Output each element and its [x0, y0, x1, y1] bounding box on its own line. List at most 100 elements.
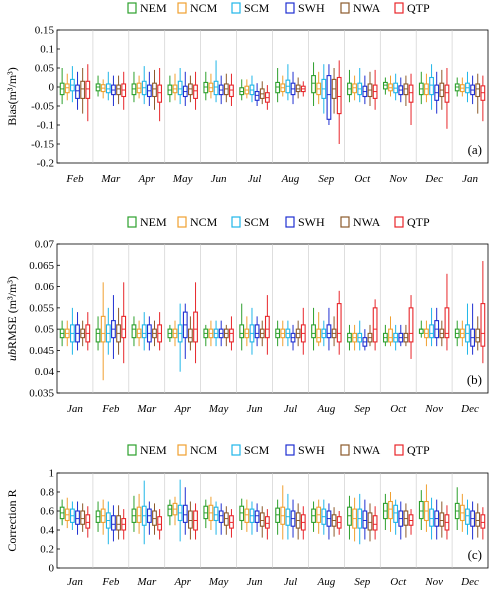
box-qtp-feb [121, 509, 127, 540]
box-nwa-aug [295, 77, 301, 99]
box-qtp-mar [157, 509, 163, 540]
box-scm-mar [105, 71, 111, 101]
month-label: Jul [284, 576, 297, 588]
legend-label-nwa: NWA [353, 443, 381, 457]
box-qtp-may [229, 316, 234, 351]
box-ncm-may [208, 320, 214, 347]
panel-label: (c) [468, 547, 482, 562]
box-swh-may [218, 503, 224, 535]
box-nwa-feb [116, 505, 121, 540]
box-qtp-jul [300, 506, 306, 540]
legend-swatch-qtp [394, 2, 404, 14]
month-label: Jan [67, 403, 83, 415]
box-swh-dec [434, 71, 440, 114]
box-nem-jan [59, 499, 65, 526]
box-scm-sep [357, 320, 363, 351]
panel-b: NEM NCM SCM SWH NWA QTP 0.035 0.04 0.045 0.05 0.05… [5, 215, 489, 415]
box-nwa-aug [331, 316, 337, 347]
y-axis-label: ubRMSE (m³/m³) [5, 276, 19, 361]
box-nwa-oct [367, 71, 373, 106]
month-label: Aug [317, 403, 336, 415]
box-swh-jan [470, 75, 476, 105]
iqr-box [182, 504, 188, 523]
box-ncm-oct [352, 75, 357, 101]
box-qtp-jan [480, 75, 486, 122]
month-label: Dec [424, 173, 443, 185]
box-qtp-feb [85, 64, 91, 122]
y-tick-label: 0.065 [29, 260, 54, 272]
iqr-box [275, 81, 281, 94]
y-tick-label: 0 [49, 563, 55, 575]
box-scm-feb [105, 307, 111, 355]
iqr-box [193, 311, 198, 343]
box-qtp-jan [85, 312, 91, 351]
box-ncm-nov [424, 484, 429, 532]
box-swh-mar [146, 501, 152, 535]
box-nwa-apr [188, 316, 193, 351]
box-scm-apr [177, 479, 183, 542]
box-ncm-oct [388, 492, 393, 532]
box-ncm-apr [172, 320, 178, 347]
box-swh-may [218, 320, 224, 347]
iqr-box [85, 514, 91, 529]
box-nem-oct [382, 324, 388, 347]
month-label: Jul [248, 173, 261, 185]
box-swh-jun [254, 316, 260, 347]
y-tick-label: 0.15 [35, 25, 55, 37]
box-ncm-dec [459, 493, 465, 532]
box-nem-may [203, 324, 209, 347]
box-scm-oct [357, 68, 363, 103]
legend-label-nwa: NWA [353, 1, 381, 15]
iqr-box [264, 516, 270, 529]
box-ncm-aug [316, 499, 322, 534]
box-nem-jan [59, 320, 65, 347]
month-label: Feb [65, 173, 84, 185]
iqr-box [111, 515, 116, 531]
box-ncm-oct [388, 316, 393, 347]
box-qtp-jul [264, 85, 270, 110]
box-nem-oct [347, 69, 352, 103]
iqr-box [352, 83, 357, 94]
box-swh-may [182, 71, 188, 106]
iqr-box [152, 82, 157, 98]
box-nem-jul [239, 79, 245, 101]
box-ncm-sep [352, 324, 357, 351]
box-swh-jul [290, 324, 296, 351]
legend-swatch-swh [285, 216, 295, 228]
y-tick-label: 0.4 [40, 525, 54, 537]
box-qtp-apr [193, 503, 198, 540]
box-nwa-feb [80, 68, 86, 114]
box-scm-jun [249, 307, 255, 355]
box-qtp-sep [372, 299, 378, 351]
legend-swatch-nem [127, 444, 137, 456]
iqr-box [75, 84, 80, 99]
box-nem-dec [418, 71, 424, 105]
box-scm-dec [465, 499, 470, 535]
panel-label: (b) [467, 372, 482, 387]
y-tick-label: 0.035 [29, 388, 54, 400]
box-scm-nov [393, 73, 399, 101]
box-nwa-mar [152, 503, 157, 535]
box-ncm-mar [136, 320, 142, 347]
iqr-box [475, 83, 481, 98]
box-nwa-may [223, 324, 229, 347]
box-scm-mar [141, 312, 147, 351]
box-swh-aug [290, 71, 296, 105]
box-nem-jun [239, 498, 245, 530]
panel-c: NEM NCM SCM SWH NWA QTP 0 0.2 0.4 0.6 0.8 1 Correcti… [5, 443, 489, 588]
iqr-box [372, 307, 378, 343]
iqr-box [259, 512, 265, 527]
iqr-box [229, 84, 234, 98]
box-nem-jul [275, 499, 281, 535]
iqr-box [116, 515, 121, 531]
legend-label-ncm: NCM [190, 215, 218, 229]
y-tick-label: -0.1 [37, 120, 54, 132]
box-scm-may [213, 501, 219, 535]
month-label: Nov [424, 576, 443, 588]
legend-swatch-scm [231, 2, 241, 14]
box-nwa-sep [331, 68, 337, 114]
box-qtp-jan [85, 506, 91, 538]
legend-label-nem: NEM [140, 443, 167, 457]
legend-label-nem: NEM [140, 215, 167, 229]
y-tick-label: -0.2 [37, 158, 54, 170]
